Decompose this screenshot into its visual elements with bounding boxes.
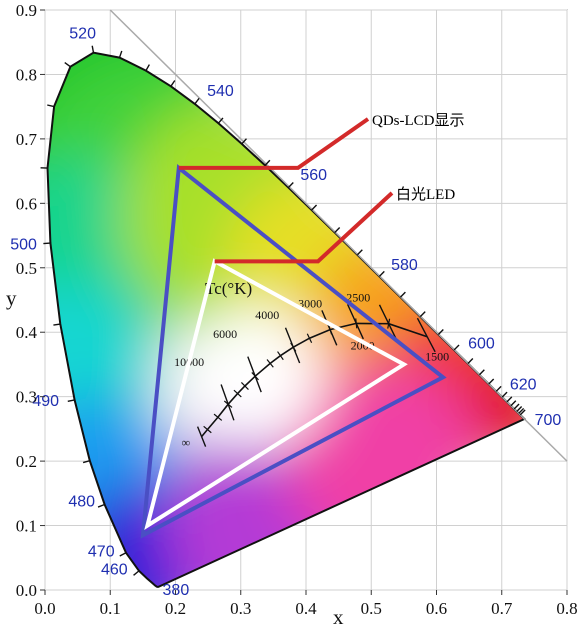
wavelength-label: 600 (468, 335, 495, 352)
cct-label: 4000 (255, 308, 279, 322)
x-tick-label: 0.1 (100, 599, 121, 618)
wavelength-label: 520 (69, 26, 96, 43)
y-tick-label: 0.3 (16, 388, 37, 407)
x-tick-label: 0.2 (165, 599, 186, 618)
y-tick-labels: 0.0 0.1 0.2 0.3 0.4 0.5 0.6 0.7 0.8 0.9 (16, 1, 38, 600)
y-tick-label: 0.9 (16, 1, 37, 20)
locus-tick (288, 182, 293, 187)
cct-label: ∞ (182, 436, 191, 450)
x-tick-label: 0.3 (230, 599, 251, 618)
x-axis-label: x (333, 605, 344, 628)
wavelength-label: 480 (68, 493, 95, 510)
wavelength-label: 500 (10, 236, 37, 253)
y-axis-label: y (6, 286, 17, 310)
locus-tick (47, 105, 54, 107)
cct-label: 1500 (425, 350, 449, 364)
x-tick-label: 0.7 (491, 599, 513, 618)
locus-tick (514, 404, 519, 409)
locus-tick (53, 324, 60, 325)
locus-tick (92, 46, 93, 53)
y-tick-label: 0.0 (16, 581, 37, 600)
qd-callout-label: QDs-LCD显示 (372, 113, 465, 129)
locus-tick (479, 370, 484, 375)
y-tick-label: 0.2 (16, 452, 37, 471)
locus-tick (335, 228, 340, 233)
x-tick-label: 0.4 (295, 599, 317, 618)
cct-title: Tc(°K) (205, 279, 252, 298)
y-tick-label: 0.4 (16, 323, 38, 342)
locus-tick (496, 386, 501, 391)
locus-tick (454, 345, 459, 350)
x-tick-label: 0.8 (556, 599, 577, 618)
x-tick-label: 0.6 (426, 599, 447, 618)
y-tick-label: 0.7 (16, 130, 38, 149)
y-tick-label: 0.8 (16, 65, 37, 84)
cct-label: 6000 (213, 327, 237, 341)
wavelength-label: 580 (391, 257, 418, 274)
locus-tick (420, 312, 425, 317)
locus-tick (357, 250, 362, 255)
led-callout-label: 白光LED (396, 186, 455, 203)
wavelength-label: 470 (88, 544, 115, 561)
locus-tick (98, 504, 105, 507)
y-tick-label: 0.6 (16, 194, 37, 213)
locus-tick (43, 243, 50, 244)
locus-tick (312, 205, 317, 210)
y-tick-label: 0.1 (16, 517, 37, 536)
locus-tick (120, 51, 122, 58)
locus-tick (511, 401, 516, 406)
locus-tick (507, 397, 512, 402)
x-tick-label: 0.5 (361, 599, 382, 618)
cct-title-text: Tc(°K) (205, 279, 252, 298)
locus-tick (68, 400, 75, 401)
wavelength-label: 460 (101, 562, 128, 579)
locus-tick (489, 379, 494, 384)
locus-tick (171, 81, 175, 87)
locus-tick (400, 292, 405, 297)
x-tick-labels: 0.0 0.1 0.2 0.3 0.4 0.5 0.6 0.7 0.8 (34, 599, 577, 618)
locus-tick (195, 98, 199, 104)
wavelength-label: 620 (510, 377, 537, 394)
locus-tick (65, 63, 71, 67)
wavelength-label: 560 (300, 167, 327, 184)
y-tick-label: 0.5 (16, 259, 37, 278)
locus-tick (379, 271, 384, 276)
x-tick-label: 0.0 (34, 599, 55, 618)
wavelength-label: 540 (207, 83, 234, 100)
locus-tick (134, 571, 139, 575)
locus-tick (468, 359, 473, 364)
locus-tick (146, 65, 149, 71)
wavelength-label: 700 (535, 412, 562, 429)
locus-tick (120, 553, 126, 556)
